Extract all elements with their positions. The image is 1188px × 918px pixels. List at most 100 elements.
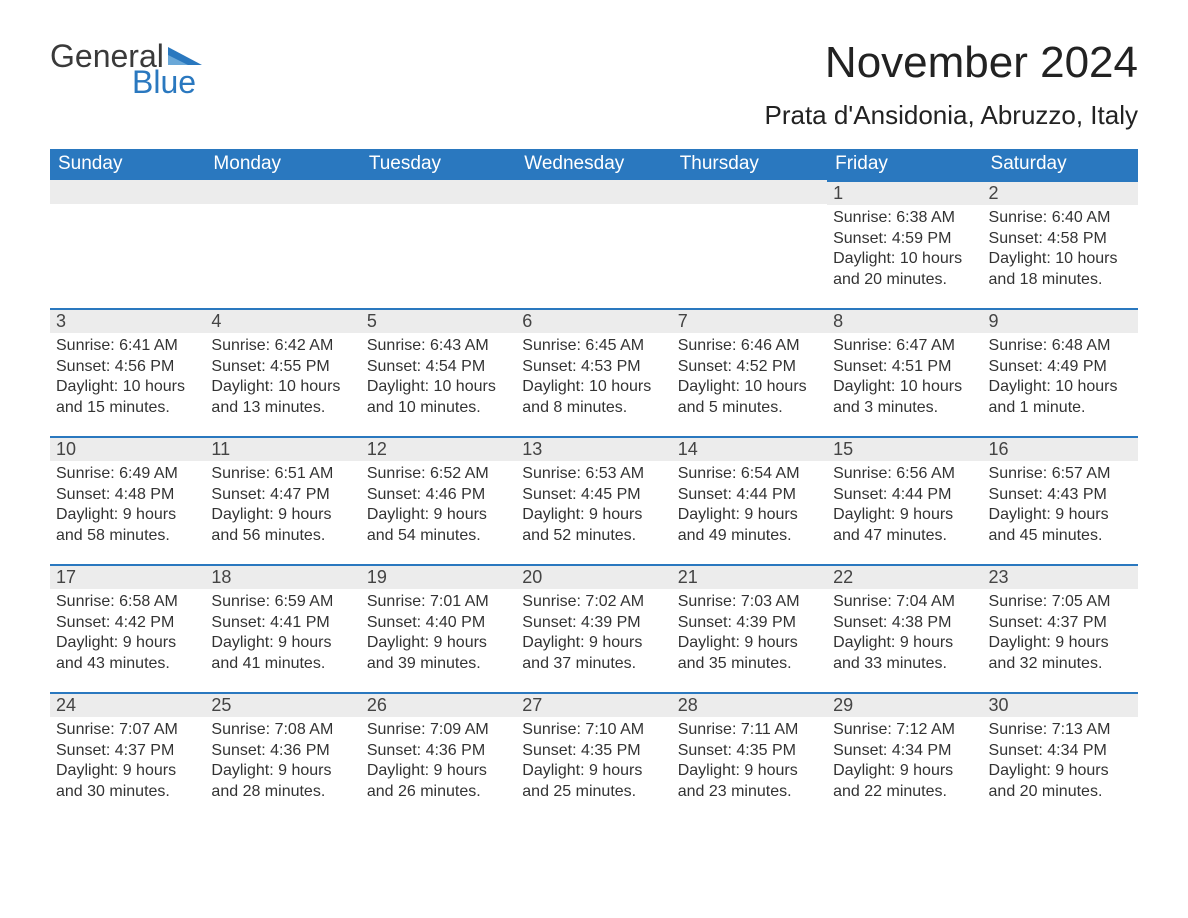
daylight-label: Daylight: bbox=[211, 506, 273, 523]
sunset: Sunset: 4:54 PM bbox=[367, 357, 510, 377]
daylight-label: Daylight: bbox=[211, 762, 273, 779]
weekday-header: Wednesday bbox=[516, 149, 671, 180]
sunset-value: 4:35 PM bbox=[581, 742, 641, 759]
day-body: Sunrise: 6:56 AMSunset: 4:44 PMDaylight:… bbox=[827, 461, 982, 550]
daylight: Daylight: 10 hours and 1 minute. bbox=[989, 377, 1132, 418]
daylight: Daylight: 10 hours and 10 minutes. bbox=[367, 377, 510, 418]
sunrise-label: Sunrise: bbox=[678, 465, 737, 482]
sunset-label: Sunset: bbox=[56, 358, 110, 375]
calendar-table: SundayMondayTuesdayWednesdayThursdayFrid… bbox=[50, 149, 1138, 820]
sunset: Sunset: 4:39 PM bbox=[522, 613, 665, 633]
sunset: Sunset: 4:34 PM bbox=[989, 741, 1132, 761]
sunset-value: 4:38 PM bbox=[892, 614, 952, 631]
sunrise-value: 6:54 AM bbox=[741, 465, 800, 482]
calendar-week-row: 17Sunrise: 6:58 AMSunset: 4:42 PMDayligh… bbox=[50, 564, 1138, 692]
calendar-cell bbox=[205, 180, 360, 308]
daylight-label: Daylight: bbox=[989, 250, 1051, 267]
day-body: Sunrise: 7:08 AMSunset: 4:36 PMDaylight:… bbox=[205, 717, 360, 806]
sunset-value: 4:35 PM bbox=[736, 742, 796, 759]
sunset: Sunset: 4:40 PM bbox=[367, 613, 510, 633]
daylight: Daylight: 10 hours and 13 minutes. bbox=[211, 377, 354, 418]
sunrise: Sunrise: 7:10 AM bbox=[522, 720, 665, 740]
daylight-label: Daylight: bbox=[678, 762, 740, 779]
calendar-week-row: 3Sunrise: 6:41 AMSunset: 4:56 PMDaylight… bbox=[50, 308, 1138, 436]
sunrise-value: 6:46 AM bbox=[741, 337, 800, 354]
day-body: Sunrise: 7:03 AMSunset: 4:39 PMDaylight:… bbox=[672, 589, 827, 678]
day-number: 21 bbox=[672, 564, 827, 589]
day-number: 22 bbox=[827, 564, 982, 589]
calendar-cell: 5Sunrise: 6:43 AMSunset: 4:54 PMDaylight… bbox=[361, 308, 516, 436]
sunrise-value: 6:47 AM bbox=[896, 337, 955, 354]
day-body: Sunrise: 6:42 AMSunset: 4:55 PMDaylight:… bbox=[205, 333, 360, 422]
sunset: Sunset: 4:56 PM bbox=[56, 357, 199, 377]
sunset-label: Sunset: bbox=[211, 614, 265, 631]
daylight-label: Daylight: bbox=[522, 506, 584, 523]
daylight-label: Daylight: bbox=[367, 506, 429, 523]
day-body: Sunrise: 6:43 AMSunset: 4:54 PMDaylight:… bbox=[361, 333, 516, 422]
sunset: Sunset: 4:36 PM bbox=[211, 741, 354, 761]
sunset: Sunset: 4:44 PM bbox=[678, 485, 821, 505]
sunset-label: Sunset: bbox=[833, 230, 887, 247]
calendar-cell: 4Sunrise: 6:42 AMSunset: 4:55 PMDaylight… bbox=[205, 308, 360, 436]
sunrise-value: 7:05 AM bbox=[1052, 593, 1111, 610]
sunrise-value: 6:51 AM bbox=[275, 465, 334, 482]
daylight: Daylight: 10 hours and 5 minutes. bbox=[678, 377, 821, 418]
sunrise-label: Sunrise: bbox=[989, 209, 1048, 226]
sunrise-value: 7:01 AM bbox=[430, 593, 489, 610]
sunrise-label: Sunrise: bbox=[56, 337, 115, 354]
sunset-value: 4:37 PM bbox=[115, 742, 175, 759]
sunset-label: Sunset: bbox=[367, 358, 421, 375]
sunrise-label: Sunrise: bbox=[989, 337, 1048, 354]
sunrise: Sunrise: 6:41 AM bbox=[56, 336, 199, 356]
sunset-value: 4:49 PM bbox=[1047, 358, 1107, 375]
logo: General Blue bbox=[50, 40, 206, 98]
daylight-label: Daylight: bbox=[522, 634, 584, 651]
sunrise: Sunrise: 6:40 AM bbox=[989, 208, 1132, 228]
sunrise-label: Sunrise: bbox=[56, 465, 115, 482]
sunrise-value: 7:07 AM bbox=[119, 721, 178, 738]
sunset-value: 4:53 PM bbox=[581, 358, 641, 375]
day-number: 2 bbox=[983, 180, 1138, 205]
sunset: Sunset: 4:52 PM bbox=[678, 357, 821, 377]
calendar-cell: 20Sunrise: 7:02 AMSunset: 4:39 PMDayligh… bbox=[516, 564, 671, 692]
sunrise-label: Sunrise: bbox=[678, 721, 737, 738]
sunrise-value: 6:53 AM bbox=[585, 465, 644, 482]
sunset: Sunset: 4:36 PM bbox=[367, 741, 510, 761]
calendar-cell: 9Sunrise: 6:48 AMSunset: 4:49 PMDaylight… bbox=[983, 308, 1138, 436]
sunrise-value: 6:52 AM bbox=[430, 465, 489, 482]
day-number: 27 bbox=[516, 692, 671, 717]
sunrise-label: Sunrise: bbox=[833, 209, 892, 226]
empty-day-header bbox=[361, 180, 516, 204]
calendar-cell: 27Sunrise: 7:10 AMSunset: 4:35 PMDayligh… bbox=[516, 692, 671, 820]
daylight: Daylight: 9 hours and 26 minutes. bbox=[367, 761, 510, 802]
day-body: Sunrise: 6:48 AMSunset: 4:49 PMDaylight:… bbox=[983, 333, 1138, 422]
day-body: Sunrise: 6:47 AMSunset: 4:51 PMDaylight:… bbox=[827, 333, 982, 422]
daylight-label: Daylight: bbox=[833, 634, 895, 651]
sunrise: Sunrise: 7:02 AM bbox=[522, 592, 665, 612]
daylight: Daylight: 9 hours and 41 minutes. bbox=[211, 633, 354, 674]
daylight: Daylight: 9 hours and 20 minutes. bbox=[989, 761, 1132, 802]
sunrise-label: Sunrise: bbox=[56, 721, 115, 738]
day-body: Sunrise: 6:46 AMSunset: 4:52 PMDaylight:… bbox=[672, 333, 827, 422]
sunrise-value: 6:59 AM bbox=[275, 593, 334, 610]
sunset-value: 4:37 PM bbox=[1047, 614, 1107, 631]
sunrise-value: 7:11 AM bbox=[741, 721, 799, 738]
daylight: Daylight: 9 hours and 49 minutes. bbox=[678, 505, 821, 546]
sunrise-value: 6:57 AM bbox=[1052, 465, 1111, 482]
day-body: Sunrise: 6:59 AMSunset: 4:41 PMDaylight:… bbox=[205, 589, 360, 678]
weekday-header: Friday bbox=[827, 149, 982, 180]
empty-day-header bbox=[516, 180, 671, 204]
sunset-value: 4:43 PM bbox=[1047, 486, 1107, 503]
sunrise: Sunrise: 6:51 AM bbox=[211, 464, 354, 484]
daylight: Daylight: 10 hours and 3 minutes. bbox=[833, 377, 976, 418]
daylight: Daylight: 9 hours and 37 minutes. bbox=[522, 633, 665, 674]
calendar-cell: 1Sunrise: 6:38 AMSunset: 4:59 PMDaylight… bbox=[827, 180, 982, 308]
sunset-value: 4:36 PM bbox=[270, 742, 330, 759]
calendar-cell: 29Sunrise: 7:12 AMSunset: 4:34 PMDayligh… bbox=[827, 692, 982, 820]
day-body: Sunrise: 6:57 AMSunset: 4:43 PMDaylight:… bbox=[983, 461, 1138, 550]
sunrise-label: Sunrise: bbox=[522, 465, 581, 482]
sunset-value: 4:59 PM bbox=[892, 230, 952, 247]
sunset-label: Sunset: bbox=[989, 230, 1043, 247]
sunset-label: Sunset: bbox=[56, 614, 110, 631]
sunrise-value: 6:41 AM bbox=[119, 337, 178, 354]
